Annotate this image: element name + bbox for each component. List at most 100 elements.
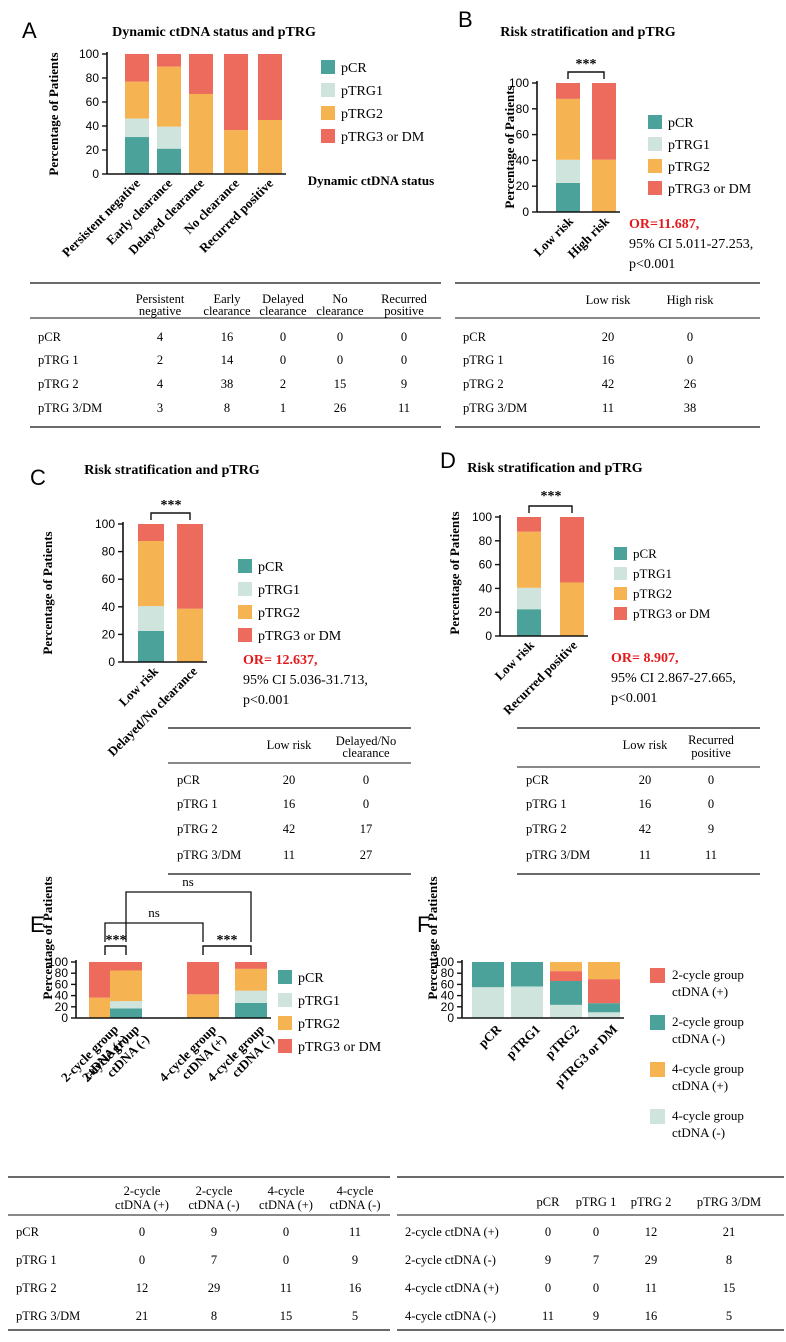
legend-swatch-pcr (321, 60, 335, 74)
table-cell-d: 16 (639, 797, 652, 811)
bar-e-4-cycle-group-ctdna-ptrg2 (235, 968, 267, 991)
bar-a-no-clearance-ptrg3-or-dm (224, 54, 248, 131)
panel-b-or-value: OR=11.687, (629, 217, 699, 232)
bar-d-low-risk-ptrg2 (517, 531, 541, 588)
y-tick-label-20: 20 (102, 627, 116, 641)
bar-a-early-clearance-pcr (157, 148, 181, 174)
bar-a-early-clearance-ptrg3-or-dm (157, 54, 181, 67)
bar-f-ptrg2-4-cycle-group-ctdna (550, 962, 582, 972)
table-cell-e: 12 (136, 1281, 149, 1295)
legend-label-ptrg1: pTRG1 (341, 84, 383, 99)
table-header-a-1: clearance (203, 304, 251, 318)
y-tick-label-40: 40 (86, 119, 100, 133)
bar-e-2-cycle-group-ctdna-ptrg3-or-dm (110, 962, 142, 971)
legend-label-line1-4-cycle-group-ctdna: 4-cycle group (672, 1061, 744, 1076)
panel-c-or-ci: 95% CI 5.036-31.713, (243, 673, 368, 688)
bar-a-delayed-clearance-ptrg3-or-dm (189, 54, 213, 94)
y-tick-label-60: 60 (86, 95, 100, 109)
table-cell-c: 0 (363, 797, 369, 811)
panel-letter-d: D (440, 448, 456, 473)
panel-c-or-value: OR= 12.637, (243, 653, 317, 668)
y-tick-label-80: 80 (86, 71, 100, 85)
panel-b-title: Risk stratification and pTRG (500, 25, 676, 40)
x-tick-label-line: Recurred positive (500, 637, 580, 717)
legend-label-ptrg1: pTRG1 (633, 566, 672, 581)
bar-e-4-cycle-group-ctdna-ptrg3-or-dm (235, 962, 267, 969)
panel-letter-c: C (30, 465, 46, 490)
table-cell-a: 4 (157, 330, 164, 344)
legend-swatch-pcr (614, 547, 627, 560)
table-cell-d: 0 (708, 797, 714, 811)
table-cell-d: 11 (639, 848, 651, 862)
legend-swatch-ptrg2 (321, 106, 335, 120)
table-cell-d: 11 (705, 848, 717, 862)
table-cell-b: 42 (602, 377, 615, 391)
table-cell-e: 21 (136, 1309, 149, 1323)
bar-b-low-risk-ptrg3-or-dm (556, 83, 580, 99)
y-tick-label-20: 20 (86, 143, 100, 157)
panel-b-sig-bracket (567, 71, 605, 79)
legend-swatch-4-cycle-group-ctdna (650, 1109, 665, 1124)
x-tick-label-line: pTRG1 (503, 1022, 543, 1062)
legend-label-line2-2-cycle-group-ctdna: ctDNA (-) (672, 1031, 725, 1046)
table-cell-a: 2 (157, 353, 163, 367)
table-row-label-f-2-cycle-ctdna: 2-cycle ctDNA (+) (405, 1225, 499, 1239)
table-cell-a: 26 (334, 401, 347, 415)
bar-a-persistent-negative-ptrg1 (125, 118, 149, 138)
table-row-label-f-4-cycle-ctdna: 4-cycle ctDNA (+) (405, 1281, 499, 1295)
table-header-e-1: 2-cycle (196, 1184, 233, 1198)
y-tick-label-40: 40 (441, 989, 455, 1003)
bar-a-no-clearance-ptrg2 (224, 130, 248, 174)
y-tick-label-80: 80 (441, 966, 455, 980)
legend-label-line2-2-cycle-group-ctdna: ctDNA (+) (672, 984, 728, 999)
table-cell-c: 16 (283, 797, 296, 811)
table-header-a-0: Persistent (136, 292, 185, 306)
table-cell-b: 11 (602, 401, 614, 415)
bar-a-delayed-clearance-ptrg2 (189, 93, 213, 174)
table-header-e-1: ctDNA (-) (188, 1198, 239, 1212)
table-cell-f: 29 (645, 1253, 658, 1267)
bar-d-recurred-positive-ptrg2 (560, 582, 584, 636)
legend-label-ptrg1: pTRG1 (668, 138, 710, 153)
panel-e-ns-bracket-2 (125, 891, 252, 942)
legend-swatch-pcr (648, 115, 662, 129)
legend-label-pcr: pCR (633, 546, 657, 561)
table-header-a-2: Delayed (262, 292, 304, 306)
legend-label-line1-4-cycle-group-ctdna: 4-cycle group (672, 1108, 744, 1123)
bar-d-low-risk-pcr (517, 609, 541, 636)
bar-c-low-risk-ptrg1 (138, 606, 164, 631)
bar-f-ptrg2-2-cycle-group-ctdna (550, 971, 582, 981)
panel-c-y-axis-title: Percentage of Patients (40, 531, 55, 654)
panel-f-y-axis-title: Percentage of Patients (425, 876, 440, 999)
table-row-label-c-pcr: pCR (177, 773, 201, 787)
table-cell-b: 26 (684, 377, 697, 391)
table-cell-b: 0 (687, 353, 693, 367)
legend-swatch-ptrg2 (614, 587, 627, 600)
y-tick-label-20: 20 (55, 1000, 69, 1014)
bar-e-4-cycle-group-ctdna-ptrg2 (187, 994, 219, 1018)
table-cell-e: 11 (280, 1281, 292, 1295)
table-row-label-b-pcr: pCR (463, 330, 487, 344)
legend-label-ptrg2: pTRG2 (668, 160, 710, 175)
y-tick-label-80: 80 (516, 102, 530, 116)
table-cell-c: 11 (283, 848, 295, 862)
table-cell-b: 0 (687, 330, 693, 344)
table-cell-e: 29 (208, 1281, 221, 1295)
table-cell-f: 11 (645, 1281, 657, 1295)
table-cell-b: 38 (684, 401, 697, 415)
panel-c-or-p: p<0.001 (243, 693, 289, 708)
bar-f-ptrg1-4-cycle-group-ctdna (511, 986, 543, 1018)
table-header-a-4: positive (384, 304, 424, 318)
legend-swatch-ptrg1 (321, 83, 335, 97)
table-cell-c: 42 (283, 822, 296, 836)
y-tick-label-40: 40 (516, 153, 530, 167)
legend-swatch-ptrg1 (278, 993, 292, 1007)
table-row-label-f-4-cycle-ctdna: 4-cycle ctDNA (-) (405, 1309, 496, 1323)
table-cell-a: 9 (401, 377, 407, 391)
panel-d-sig-label: *** (541, 489, 562, 504)
panel-d-title: Risk stratification and pTRG (467, 461, 643, 476)
panel-letter-e: E (30, 912, 45, 937)
y-tick-label-20: 20 (441, 1000, 455, 1014)
legend-swatch-ptrg2 (648, 159, 662, 173)
y-tick-label-40: 40 (55, 989, 69, 1003)
